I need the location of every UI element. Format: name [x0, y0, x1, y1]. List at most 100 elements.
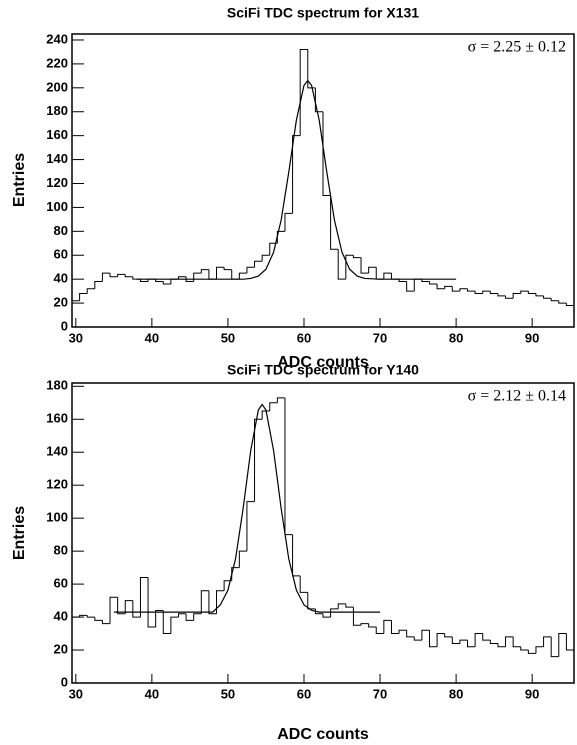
histogram-bin	[535, 646, 544, 654]
x-axis-label: ADC counts	[277, 726, 369, 743]
y-tick-label: 200	[46, 79, 68, 94]
histogram-bin	[299, 49, 308, 136]
histogram-bin	[482, 290, 491, 294]
histogram-bin	[497, 293, 506, 297]
histogram-bin	[132, 600, 141, 618]
y-tick-label: 80	[54, 223, 68, 238]
x-tick-label: 60	[297, 330, 311, 345]
y-tick-label: 60	[54, 247, 68, 262]
histogram-bin	[269, 402, 278, 412]
histogram-bin	[155, 279, 164, 283]
y-tick-label: 20	[54, 295, 68, 310]
histogram-bin	[246, 266, 255, 274]
histogram-bin	[467, 640, 476, 648]
histogram-bin	[71, 616, 80, 683]
histogram-bin	[276, 397, 285, 403]
histogram-bin	[231, 269, 240, 280]
histogram-bin	[505, 636, 514, 647]
y-tick-label: 180	[46, 378, 68, 393]
histogram-bin	[398, 279, 407, 283]
histogram-bin	[254, 260, 263, 268]
fit-curve	[113, 403, 381, 613]
y-axis-label: Entries	[11, 153, 28, 207]
histogram-bin	[459, 288, 468, 292]
histogram-bin	[139, 577, 149, 618]
y-tick-label: 100	[46, 510, 68, 525]
histogram-bin	[406, 630, 415, 638]
x-tick-label: 70	[373, 686, 387, 701]
histogram-bin	[406, 281, 415, 292]
x-tick-label: 50	[221, 686, 235, 701]
y-tick-label: 160	[46, 411, 68, 426]
histogram-bin	[109, 596, 118, 624]
histogram-bin	[489, 640, 498, 644]
histogram-bin	[451, 286, 460, 292]
histogram-bin	[155, 609, 164, 627]
histogram-bin	[200, 590, 209, 614]
y-tick-label: 120	[46, 477, 68, 492]
histogram-bin	[216, 266, 225, 280]
histogram-bin	[276, 230, 285, 244]
y-tick-label: 0	[61, 674, 68, 689]
histogram-bin	[550, 636, 559, 658]
y-tick-label: 80	[54, 543, 68, 558]
histogram-bin	[421, 629, 430, 641]
histogram-bin	[208, 590, 217, 615]
histogram-bin	[139, 279, 149, 283]
y-tick-label: 160	[46, 127, 68, 142]
histogram-bin	[162, 610, 171, 635]
histogram-bin	[307, 49, 316, 89]
histogram-bin	[330, 608, 339, 618]
histogram-bin	[527, 291, 536, 295]
histogram-bin	[413, 278, 422, 292]
histogram-bin	[314, 87, 323, 113]
y-tick-label: 100	[46, 199, 68, 214]
histogram-bin	[254, 418, 263, 502]
histogram-bin	[79, 293, 88, 301]
histogram-bin	[345, 254, 354, 280]
histogram-bin	[117, 597, 126, 615]
y-axis-label: Entries	[11, 506, 28, 560]
histogram-bin	[520, 646, 529, 651]
x-tick-label: 80	[449, 330, 463, 345]
histogram-bin	[261, 254, 270, 262]
histogram-bin	[101, 620, 111, 625]
annotation: σ = 2.25 ± 0.12	[468, 39, 566, 56]
histogram-bin	[436, 283, 445, 290]
histogram-bin	[352, 607, 362, 626]
histogram-bin	[246, 501, 255, 552]
x-tick-label: 60	[297, 686, 311, 701]
y-tick-label: 220	[46, 55, 68, 70]
histogram-bin	[292, 534, 301, 577]
chart-title: SciFi TDC spectrum for X131	[227, 5, 419, 21]
histogram-bin	[86, 615, 95, 618]
histogram-bin	[535, 293, 544, 297]
histogram-bin	[505, 295, 514, 299]
x-tick-label: 30	[69, 330, 83, 345]
histogram-bin	[558, 300, 567, 304]
y-tick-label: 240	[46, 31, 68, 46]
histogram-bin	[101, 272, 111, 282]
histogram-bin	[565, 303, 575, 327]
histogram-bin	[360, 257, 369, 274]
histogram-bin	[383, 619, 392, 634]
histogram-bin	[124, 600, 133, 614]
histogram-bin	[330, 195, 339, 250]
histogram-bin	[109, 273, 118, 278]
histogram-bin	[170, 278, 179, 284]
histogram-bin	[459, 639, 468, 644]
histogram-bin	[337, 603, 346, 609]
x-tick-label: 40	[145, 330, 159, 345]
y-tick-label: 180	[46, 103, 68, 118]
histogram-bin	[94, 617, 103, 621]
histogram-bin	[322, 613, 331, 618]
histogram-bin	[185, 276, 194, 283]
histogram-bin	[345, 603, 354, 608]
histogram-bin	[269, 242, 278, 256]
histogram-bin	[368, 266, 377, 274]
histogram-bin	[444, 633, 453, 638]
histogram-bin	[474, 291, 483, 295]
histogram-bin	[482, 633, 491, 641]
histogram-bin	[170, 616, 179, 634]
